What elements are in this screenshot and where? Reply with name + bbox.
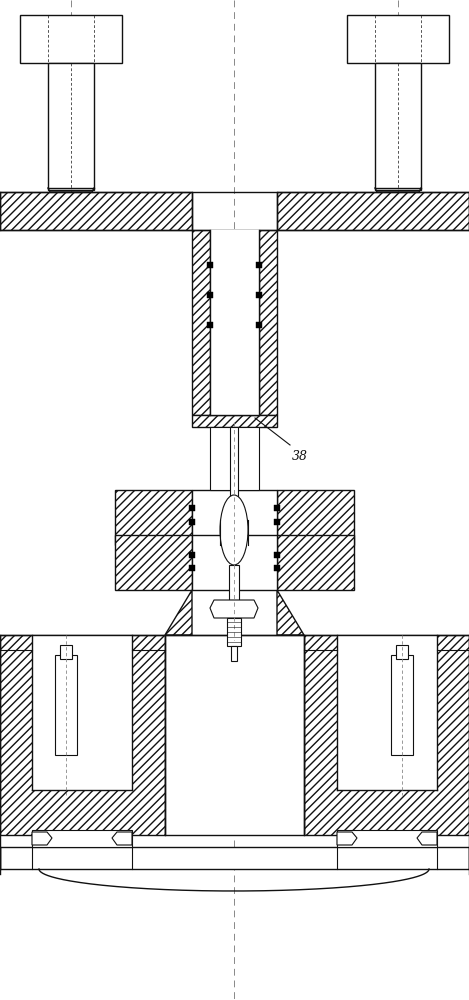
Bar — [0, 192, 192, 230]
Bar — [375, 63, 421, 190]
Bar — [189, 552, 195, 558]
Bar — [396, 645, 408, 659]
Bar — [259, 230, 277, 415]
Text: 38: 38 — [292, 450, 308, 463]
Polygon shape — [112, 832, 132, 845]
Bar — [230, 427, 238, 505]
Polygon shape — [337, 832, 357, 845]
Bar — [48, 63, 94, 190]
Bar — [337, 830, 437, 847]
Bar — [274, 519, 280, 525]
Bar — [229, 565, 239, 600]
Polygon shape — [32, 832, 52, 845]
Bar — [192, 415, 277, 427]
Bar — [391, 655, 413, 755]
Bar — [192, 230, 210, 415]
Bar — [60, 645, 72, 659]
Bar — [210, 427, 259, 490]
Bar — [210, 230, 259, 415]
Bar — [256, 262, 262, 268]
Bar — [32, 830, 132, 847]
Bar — [256, 322, 262, 328]
Bar — [274, 565, 280, 571]
Bar — [277, 490, 354, 545]
Ellipse shape — [220, 495, 248, 565]
Bar — [207, 322, 213, 328]
Bar — [227, 618, 241, 646]
Bar — [32, 635, 132, 790]
Bar — [277, 535, 354, 590]
Bar — [55, 655, 77, 755]
Bar — [189, 505, 195, 511]
Bar — [189, 565, 195, 571]
Bar — [192, 535, 277, 590]
Bar — [0, 635, 165, 835]
Bar — [231, 646, 237, 661]
Bar — [0, 847, 469, 869]
Bar — [304, 635, 469, 835]
Bar — [189, 519, 195, 525]
Polygon shape — [165, 590, 192, 635]
Bar — [115, 490, 192, 545]
Bar — [207, 262, 213, 268]
Bar — [347, 15, 449, 63]
Bar — [274, 505, 280, 511]
Bar — [192, 490, 277, 545]
Bar — [20, 15, 122, 63]
Bar — [277, 192, 469, 230]
Polygon shape — [277, 590, 304, 635]
Bar — [256, 292, 262, 298]
Bar — [274, 552, 280, 558]
Bar — [337, 635, 437, 790]
Bar — [207, 292, 213, 298]
Polygon shape — [210, 600, 258, 618]
Bar — [165, 635, 304, 835]
Bar — [115, 535, 192, 590]
Polygon shape — [417, 832, 437, 845]
